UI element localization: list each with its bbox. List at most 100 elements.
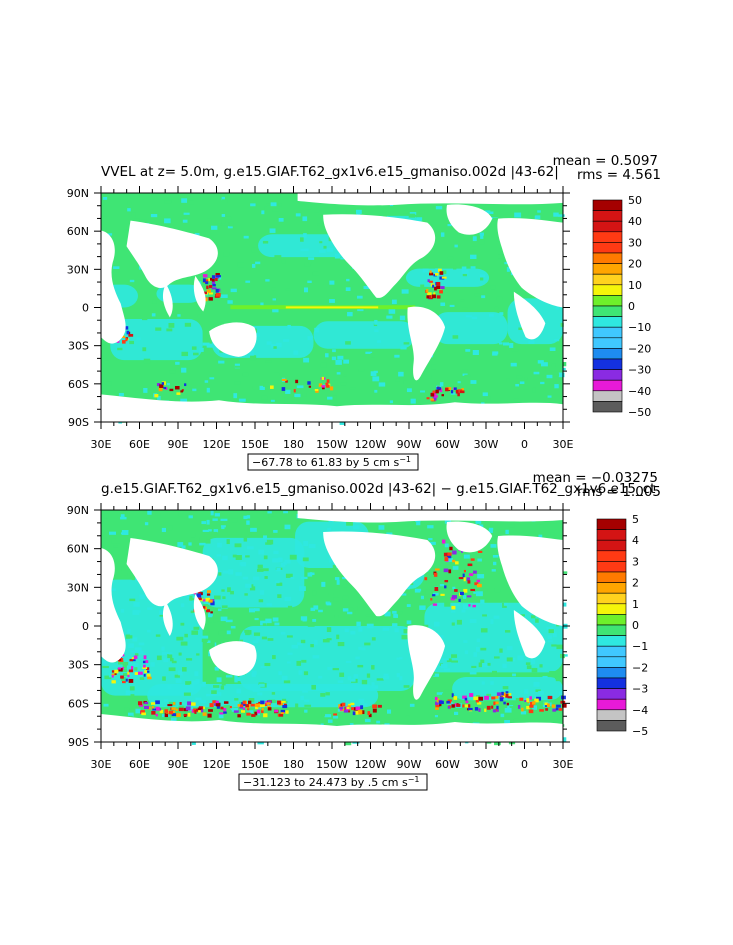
current-speck — [446, 387, 452, 391]
field-cell — [102, 660, 107, 664]
field-cell — [217, 223, 221, 227]
field-cell — [461, 609, 466, 613]
field-cell — [183, 692, 191, 696]
field-cell — [259, 683, 265, 687]
current-speck — [459, 390, 465, 394]
colorbar-box — [596, 592, 627, 605]
current-speck — [261, 707, 264, 711]
y-tick-label: 30S — [68, 340, 89, 353]
current-speck — [470, 588, 476, 592]
field-cell — [319, 241, 323, 244]
field-cell — [451, 660, 458, 663]
field-cell — [466, 384, 473, 389]
current-speck — [133, 655, 138, 659]
current-speck — [206, 609, 211, 613]
field-cell — [201, 637, 208, 643]
field-cell — [263, 535, 267, 540]
field-cell — [302, 248, 309, 252]
current-speck — [555, 707, 559, 711]
field-cell — [349, 387, 356, 390]
field-cell — [180, 622, 185, 626]
field-cell — [538, 690, 545, 695]
current-speck — [281, 387, 286, 391]
field-cell — [488, 527, 494, 530]
field-cell — [340, 382, 347, 386]
field-cell — [180, 398, 188, 403]
field-cell — [394, 628, 399, 633]
field-cell — [111, 538, 117, 544]
field-cell — [465, 349, 471, 352]
field-cell — [524, 377, 528, 380]
current-speck — [181, 389, 184, 392]
field-cell — [495, 557, 501, 561]
field-cell — [401, 634, 408, 640]
current-speck — [434, 568, 440, 571]
current-speck — [200, 592, 203, 596]
field-cell — [440, 635, 444, 639]
field-cell — [403, 342, 410, 345]
current-speck — [281, 378, 287, 382]
field-cell — [203, 674, 207, 679]
field-cell — [481, 295, 486, 299]
field-cell — [547, 640, 553, 643]
field-cell — [531, 615, 536, 619]
current-speck — [432, 396, 437, 401]
current-speck — [122, 335, 126, 339]
current-speck — [443, 568, 449, 573]
field-cell — [211, 225, 218, 230]
colorbar-box — [592, 369, 623, 381]
field-cell — [257, 692, 263, 696]
field-cell — [326, 688, 330, 692]
field-cell — [326, 602, 332, 606]
field-cell — [272, 558, 279, 563]
current-speck — [449, 546, 453, 551]
field-cell — [558, 214, 565, 217]
field-cell — [199, 542, 206, 546]
colorbar-box — [596, 603, 627, 615]
current-speck — [333, 713, 337, 716]
field-cell — [420, 591, 426, 594]
field-cell — [274, 622, 280, 626]
current-speck — [529, 704, 534, 708]
field-cell — [295, 213, 301, 217]
field-cell — [127, 712, 134, 717]
field-cell — [539, 664, 543, 668]
field-cell — [358, 369, 365, 372]
field-cell — [551, 371, 558, 375]
current-speck — [429, 270, 432, 274]
field-cell — [403, 685, 410, 688]
field-cell — [332, 349, 336, 353]
field-cell — [299, 237, 304, 242]
field-cell — [252, 576, 260, 581]
field-cell — [562, 367, 566, 371]
current-speck — [237, 704, 242, 707]
current-speck — [460, 591, 464, 596]
field-cell — [472, 349, 479, 355]
field-cell — [546, 627, 553, 631]
field-cell — [290, 576, 295, 580]
field-cell — [492, 353, 498, 356]
field-cell — [340, 257, 345, 260]
field-cell — [484, 396, 491, 400]
field-cell — [482, 392, 488, 397]
field-cell — [386, 709, 392, 714]
current-speck — [429, 295, 433, 300]
field-cell — [230, 625, 236, 629]
mean-label: mean = 0.5097 — [553, 153, 658, 169]
field-cell — [471, 665, 477, 668]
field-cell — [189, 684, 195, 689]
field-cell — [555, 306, 560, 310]
field-cell — [284, 397, 288, 403]
current-speck — [343, 709, 349, 713]
field-cell — [403, 628, 409, 634]
current-speck — [539, 709, 544, 712]
field-cell — [336, 372, 341, 375]
current-speck — [245, 704, 249, 708]
field-cell — [214, 692, 222, 696]
field-cell — [181, 367, 187, 373]
current-speck — [145, 660, 149, 663]
field-cell — [121, 566, 126, 571]
field-cell — [327, 719, 333, 723]
x-tick-label: 60W — [435, 758, 460, 771]
current-speck — [283, 703, 287, 707]
